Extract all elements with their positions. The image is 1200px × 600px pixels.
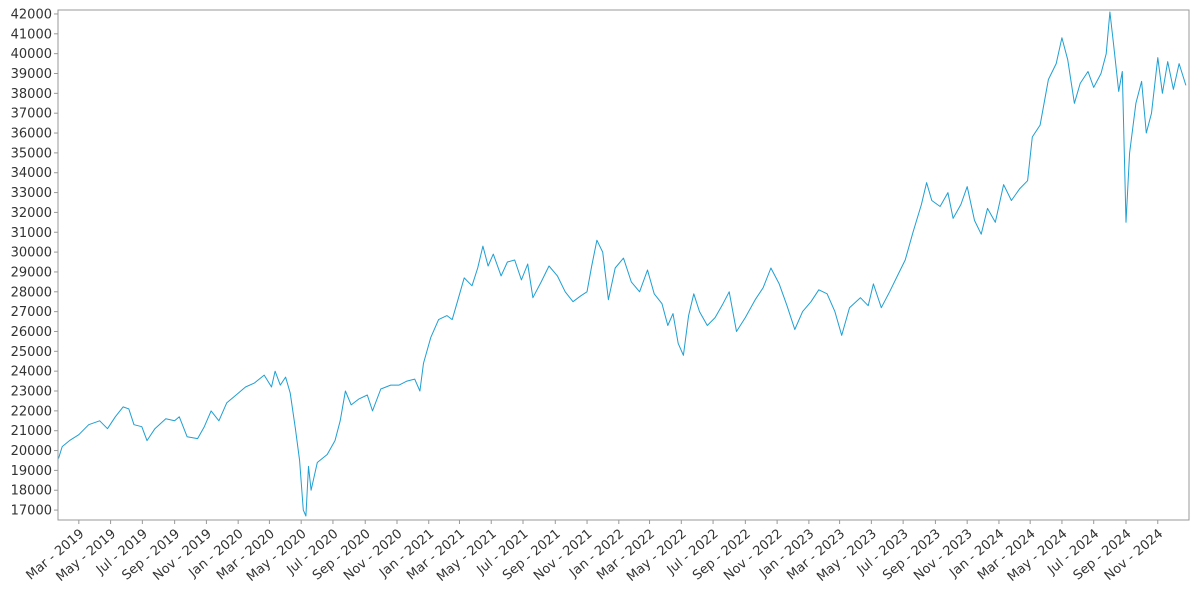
- y-tick-label: 41000: [11, 27, 52, 42]
- y-tick-label: 42000: [11, 7, 52, 22]
- plot-series: [58, 11, 1187, 517]
- y-tick-label: 33000: [11, 186, 52, 201]
- y-tick-label: 31000: [11, 226, 52, 241]
- y-tick-label: 20000: [11, 444, 52, 459]
- y-tick-label: 18000: [11, 484, 52, 499]
- y-tick-label: 27000: [11, 305, 52, 320]
- y-tick-label: 25000: [11, 345, 52, 360]
- y-tick-label: 32000: [11, 206, 52, 221]
- y-tick-label: 37000: [11, 107, 52, 122]
- y-tick-label: 30000: [11, 246, 52, 261]
- y-tick-label: 26000: [11, 325, 52, 340]
- plot-frame: [57, 9, 1190, 521]
- y-tick-label: 34000: [11, 166, 52, 181]
- y-tick-label: 28000: [11, 285, 52, 300]
- y-tick-label: 24000: [11, 365, 52, 380]
- series-line: [58, 11, 1187, 517]
- y-tick-label: 36000: [11, 127, 52, 142]
- y-tick-label: 38000: [11, 87, 52, 102]
- y-axis: 17000 18000 19000 20000 21000 22000 23000 24000…: [11, 7, 58, 519]
- y-tick-label: 35000: [11, 146, 52, 161]
- y-tick-label: 40000: [11, 47, 52, 62]
- y-tick-label: 39000: [11, 67, 52, 82]
- y-tick-label: 22000: [11, 404, 52, 419]
- y-tick-label: 23000: [11, 385, 52, 400]
- y-tick-label: 29000: [11, 265, 52, 280]
- y-tick-label: 19000: [11, 464, 52, 479]
- y-tick-label: 17000: [11, 504, 52, 519]
- y-tick-label: 21000: [11, 424, 52, 439]
